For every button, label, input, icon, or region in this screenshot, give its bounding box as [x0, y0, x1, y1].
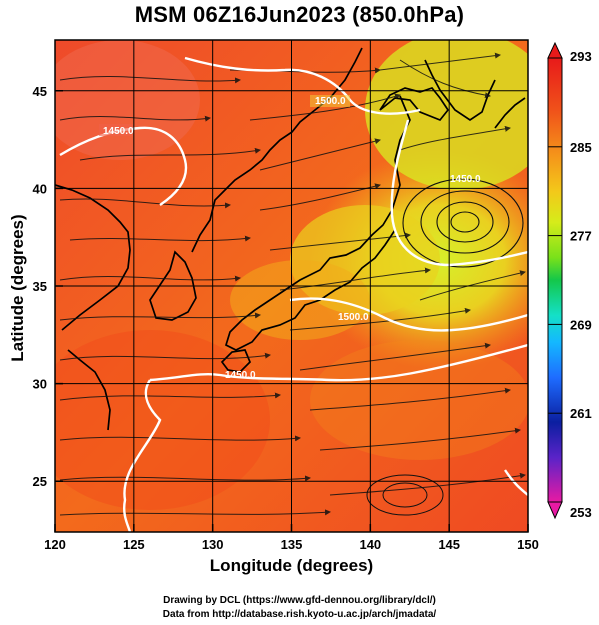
colorbar-tick-label: 285 [570, 140, 592, 155]
contour-label: 1500.0 [315, 96, 346, 107]
x-tick-label: 125 [123, 537, 145, 552]
colorbar-tick-label: 293 [570, 49, 592, 64]
contour-label: 1450.0 [225, 370, 256, 381]
cyclone-swirl [402, 178, 524, 268]
colorbar-tick-label: 269 [570, 317, 592, 332]
credit-drawing: Drawing by DCL (https://www.gfd-dennou.o… [163, 595, 436, 606]
x-tick-label: 120 [44, 537, 66, 552]
y-tick-label: 25 [33, 474, 47, 489]
x-tick-label: 135 [281, 537, 303, 552]
y-tick-label: 35 [33, 279, 47, 294]
y-ticks: 25 30 35 40 45 [33, 84, 63, 489]
chart-title: MSM 06Z16Jun2023 (850.0hPa) [134, 2, 465, 27]
colorbar: 293 285 277 269 261 253 [547, 41, 592, 520]
secondary-swirl [366, 474, 444, 516]
x-axis-label: Longitude (degrees) [209, 556, 374, 575]
x-tick-label: 130 [202, 537, 224, 552]
x-tick-label: 150 [517, 537, 539, 552]
colorbar-tick-label: 253 [570, 505, 592, 520]
y-tick-label: 40 [33, 181, 47, 196]
y-tick-label: 30 [33, 377, 47, 392]
grid [55, 40, 528, 532]
credit-data: Data from http://database.rish.kyoto-u.a… [162, 609, 437, 620]
plot-area [55, 40, 528, 532]
contour-label: 1450.0 [103, 126, 134, 137]
colorbar-tick-label: 277 [570, 229, 592, 244]
x-ticks: 120 125 130 135 140 145 150 [44, 524, 539, 552]
x-tick-label: 145 [438, 537, 460, 552]
colorbar-tick-label: 261 [570, 406, 592, 421]
contour-labels: 1450.0 1500.0 1500.0 1450.0 1450.0 [99, 95, 481, 381]
colorbar-bottom-arrow [547, 501, 563, 520]
coastlines [55, 47, 526, 431]
colorbar-gradient [547, 57, 563, 503]
contour-label: 1450.0 [450, 174, 481, 185]
colorbar-top-arrow [547, 41, 563, 59]
x-tick-label: 140 [359, 537, 381, 552]
y-axis-label: Latitude (degrees) [8, 214, 27, 362]
contour-label: 1500.0 [338, 312, 369, 323]
y-tick-label: 45 [33, 84, 47, 99]
height-contours [59, 56, 528, 532]
